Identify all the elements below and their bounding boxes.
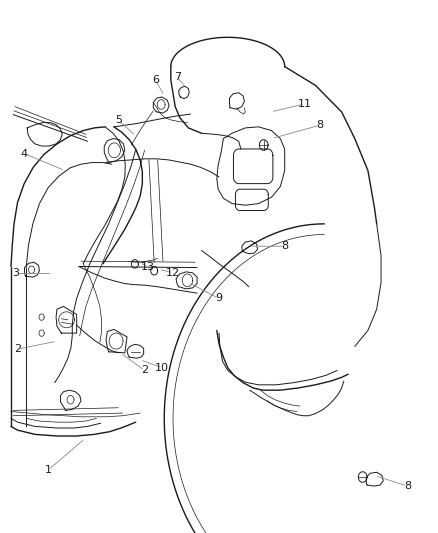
- Text: 4: 4: [21, 149, 28, 158]
- Text: 3: 3: [12, 269, 19, 278]
- Text: 13: 13: [141, 262, 155, 271]
- Text: 10: 10: [155, 363, 169, 373]
- Text: 2: 2: [141, 366, 148, 375]
- Text: 7: 7: [174, 72, 181, 82]
- Text: 2: 2: [14, 344, 21, 354]
- Text: 8: 8: [404, 481, 411, 491]
- Text: 5: 5: [115, 115, 122, 125]
- Text: 11: 11: [297, 99, 311, 109]
- Text: 8: 8: [281, 241, 288, 251]
- Text: 6: 6: [152, 75, 159, 85]
- Text: 8: 8: [316, 120, 323, 130]
- Text: 1: 1: [45, 465, 52, 475]
- Text: 12: 12: [166, 268, 180, 278]
- Text: 9: 9: [215, 294, 223, 303]
